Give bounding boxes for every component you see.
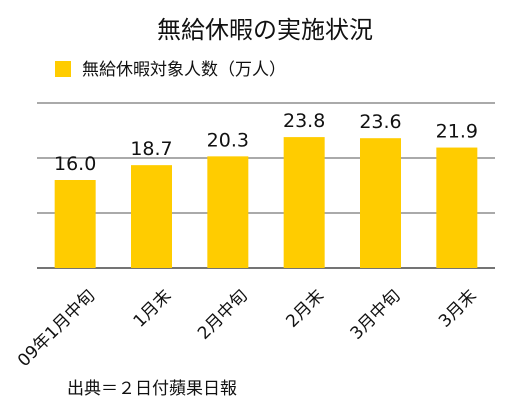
bar-0 <box>54 180 96 268</box>
bars <box>54 137 478 268</box>
category-label-3: 2月末 <box>282 286 328 332</box>
legend-label: 無給休暇対象人数（万人） <box>82 60 286 80</box>
source-note: 出典＝２日付蘋果日報 <box>67 379 237 399</box>
category-labels: 09年1月中旬 1月末 2月中旬 2月末 3月中旬 3月末 <box>14 286 481 371</box>
chart-title: 無給休暇の実施状況 <box>157 16 373 44</box>
bar-value-label-4: 23.6 <box>359 111 401 133</box>
bar-value-label-2: 20.3 <box>207 129 249 151</box>
bar-value-labels: 16.0 18.7 20.3 23.8 23.6 21.9 <box>54 110 478 175</box>
legend-swatch <box>55 61 71 77</box>
bar-5 <box>436 147 478 268</box>
bar-4 <box>360 138 401 268</box>
bar-1 <box>131 165 172 268</box>
category-label-4: 3月中旬 <box>347 286 405 344</box>
grid-lines <box>37 102 495 269</box>
bar-2 <box>207 156 249 268</box>
bar-3 <box>283 137 325 268</box>
category-label-5: 3月末 <box>435 286 481 332</box>
bar-value-label-5: 21.9 <box>436 121 478 143</box>
bar-value-label-3: 23.8 <box>283 110 325 132</box>
category-label-2: 2月中旬 <box>194 286 252 344</box>
bar-value-label-1: 18.7 <box>130 138 172 160</box>
category-label-0: 09年1月中旬 <box>14 286 99 371</box>
bar-value-label-0: 16.0 <box>54 153 96 175</box>
category-label-1: 1月末 <box>130 286 176 332</box>
